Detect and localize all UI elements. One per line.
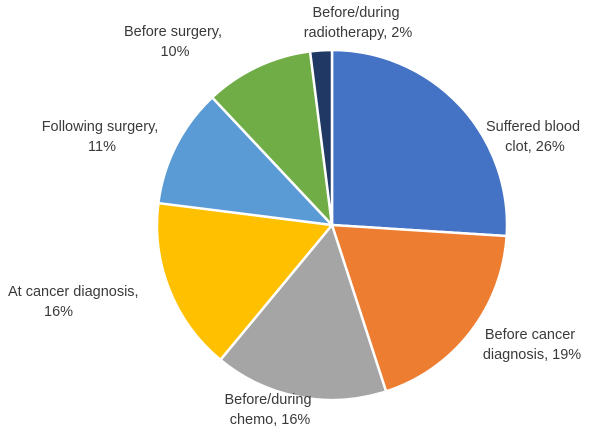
label-following-surgery: Following surgery, 11% [42, 119, 163, 155]
label-suffered-blood-clot: Suffered blood clot, 26% [486, 119, 584, 155]
pie-slices [155, 48, 509, 402]
label-before-surgery: Before surgery, 10% [124, 24, 226, 60]
pie-slice-3 [155, 201, 334, 362]
pie-slice-0 [330, 48, 509, 238]
label-before-cancer-diagnosis: Before cancer diagnosis, 19% [483, 327, 581, 363]
label-at-cancer-diagnosis: At cancer diagnosis, 16% [8, 284, 143, 320]
pie-slice-5 [210, 50, 334, 227]
slice-labels: Suffered blood clot, 26% Before cancer d… [8, 5, 584, 428]
label-before-during-chemo: Before/during chemo, 16% [224, 392, 315, 428]
label-before-during-radiotherapy: Before/during radiotherapy, 2% [304, 5, 413, 41]
pie-slice-4 [157, 96, 334, 227]
pie-slice-2 [219, 223, 388, 402]
pie-slice-1 [330, 223, 508, 393]
pie-slice-6 [308, 48, 334, 227]
